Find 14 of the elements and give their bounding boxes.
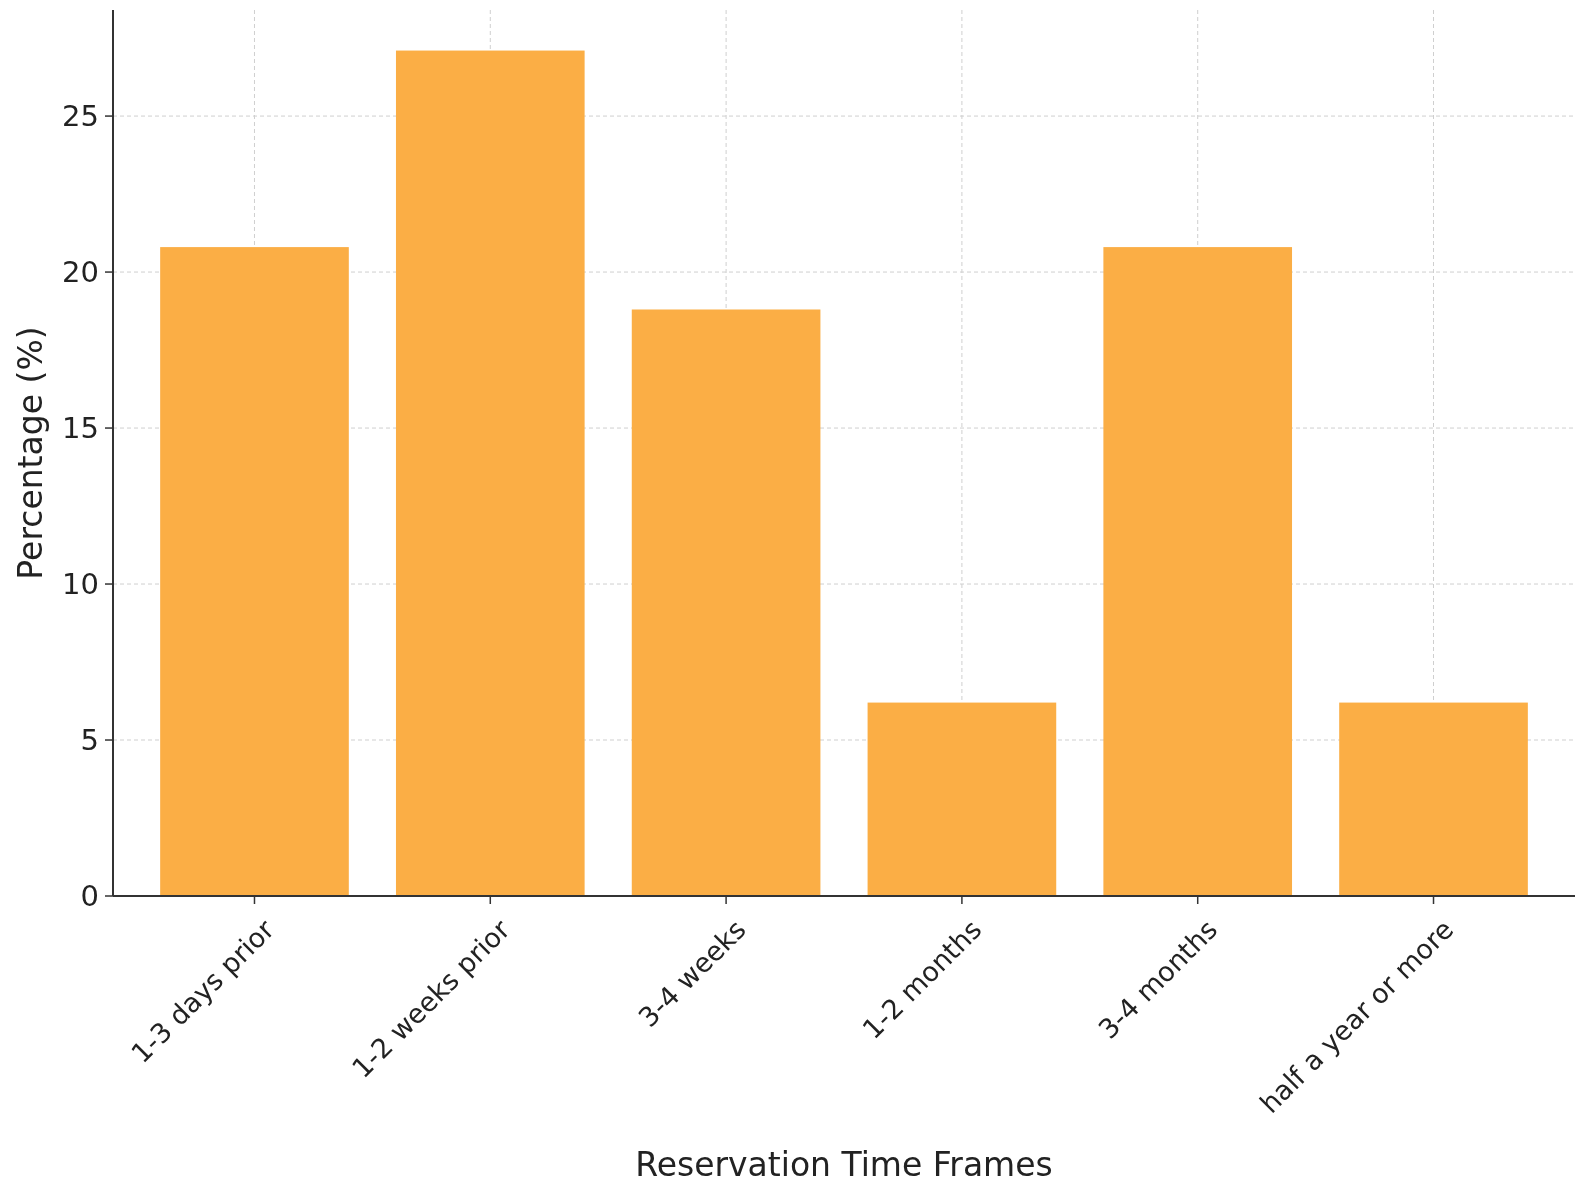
- y-tick-label: 15: [62, 411, 99, 446]
- y-tick-label: 20: [62, 255, 99, 290]
- y-tick-label: 25: [62, 99, 99, 134]
- y-tick-label: 0: [80, 879, 99, 914]
- y-tick-label: 5: [80, 723, 99, 758]
- x-axis-title: Reservation Time Frames: [635, 1145, 1053, 1184]
- bar: [160, 247, 349, 896]
- y-axis-title: Percentage (%): [11, 326, 50, 580]
- bar: [867, 702, 1057, 896]
- bar: [631, 309, 821, 896]
- bar: [1339, 702, 1528, 896]
- bar: [1103, 247, 1293, 896]
- y-tick-label: 10: [62, 567, 99, 602]
- bar: [395, 50, 585, 896]
